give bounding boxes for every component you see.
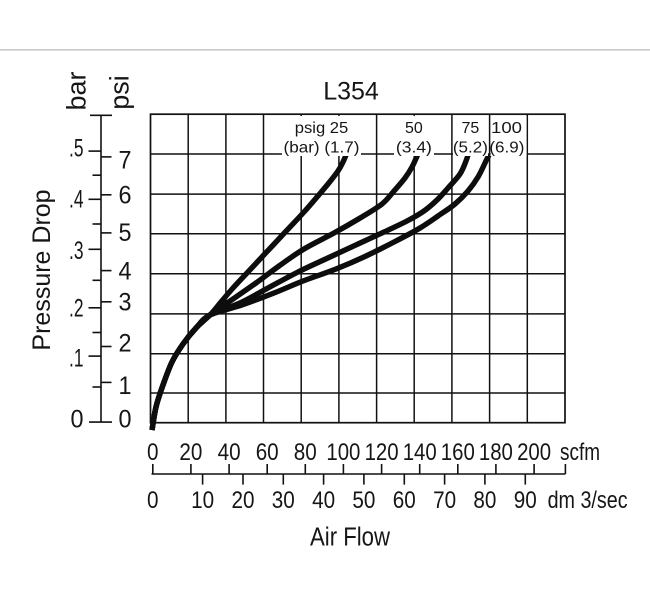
- svg-text:20: 20: [179, 439, 202, 466]
- svg-text:L354: L354: [323, 78, 379, 106]
- svg-text:70: 70: [433, 487, 456, 514]
- svg-text:(5.2): (5.2): [453, 140, 488, 157]
- svg-text:Pressure Drop: Pressure Drop: [28, 189, 56, 350]
- svg-text:1: 1: [119, 372, 132, 400]
- svg-text:3: 3: [119, 289, 132, 317]
- svg-text:0: 0: [147, 439, 159, 466]
- svg-text:40: 40: [218, 439, 241, 466]
- svg-text:7: 7: [119, 147, 132, 175]
- svg-text:120: 120: [365, 439, 399, 466]
- svg-text:.5: .5: [69, 135, 84, 163]
- svg-text:0: 0: [71, 406, 84, 434]
- svg-text:.4: .4: [69, 186, 84, 214]
- svg-text:.3: .3: [69, 237, 84, 265]
- svg-text:10: 10: [191, 487, 214, 514]
- svg-text:90: 90: [514, 487, 537, 514]
- svg-text:.1: .1: [69, 345, 84, 373]
- svg-text:40: 40: [312, 487, 335, 514]
- svg-text:psi: psi: [105, 75, 135, 110]
- svg-text:(bar) (1.7): (bar) (1.7): [284, 140, 360, 157]
- svg-text:Air Flow: Air Flow: [310, 524, 391, 552]
- svg-text:160: 160: [441, 439, 475, 466]
- svg-text:140: 140: [403, 439, 437, 466]
- svg-text:100: 100: [326, 439, 360, 466]
- svg-text:bar: bar: [61, 71, 91, 110]
- svg-text:100: 100: [491, 120, 522, 137]
- svg-text:5: 5: [119, 219, 132, 247]
- svg-text:psig 25: psig 25: [295, 120, 349, 137]
- svg-text:80: 80: [294, 439, 317, 466]
- svg-text:30: 30: [272, 487, 295, 514]
- svg-text:.2: .2: [69, 295, 84, 323]
- svg-text:50: 50: [352, 487, 375, 514]
- svg-text:60: 60: [393, 487, 416, 514]
- svg-text:80: 80: [473, 487, 496, 514]
- svg-text:dm 3/sec: dm 3/sec: [548, 487, 628, 514]
- svg-text:200: 200: [517, 439, 551, 466]
- svg-text:(6.9): (6.9): [489, 140, 524, 157]
- svg-text:20: 20: [232, 487, 255, 514]
- svg-text:0: 0: [147, 487, 159, 514]
- svg-text:6: 6: [119, 182, 132, 210]
- svg-text:75: 75: [462, 120, 480, 137]
- svg-text:2: 2: [119, 330, 132, 358]
- svg-text:60: 60: [256, 439, 279, 466]
- svg-text:0: 0: [119, 406, 132, 434]
- svg-text:(3.4): (3.4): [396, 140, 432, 157]
- svg-text:scfm: scfm: [560, 439, 600, 466]
- svg-text:180: 180: [479, 439, 513, 466]
- svg-text:50: 50: [405, 120, 423, 137]
- svg-text:4: 4: [119, 258, 132, 286]
